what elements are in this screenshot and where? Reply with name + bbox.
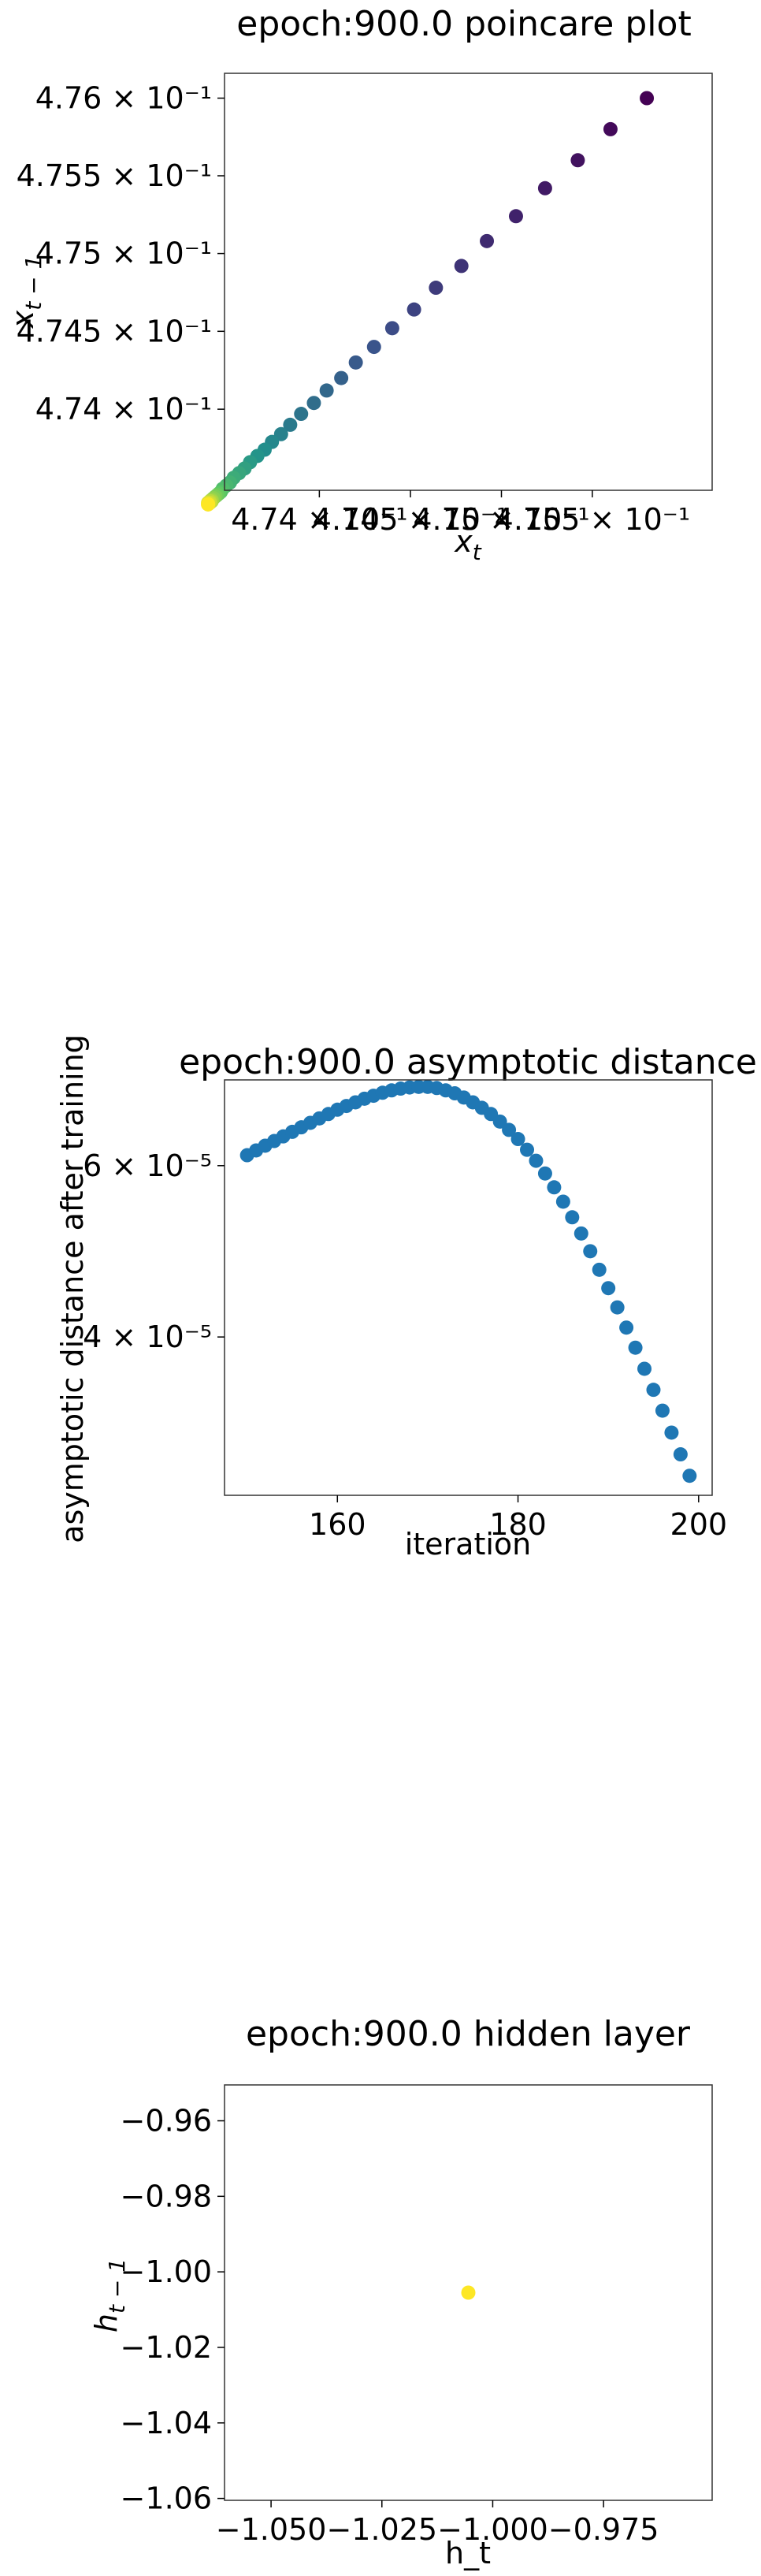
y-axis-label-sub: t − 1	[104, 2258, 130, 2314]
plot-frame	[224, 1079, 713, 1496]
y-tick-label: 4.755 × 10⁻¹	[17, 158, 212, 193]
data-point	[537, 181, 552, 195]
y-axis-label: asymptotic distance after training	[55, 1034, 90, 1543]
y-tick-label: −1.02	[121, 2330, 212, 2365]
y-tick-label: −1.04	[121, 2406, 212, 2440]
data-point	[547, 1180, 562, 1195]
x-tick-label: −1.050	[216, 2512, 327, 2547]
x-axis-label-main: x	[454, 524, 473, 559]
data-point	[502, 1122, 517, 1137]
data-point	[406, 302, 421, 317]
data-point	[492, 1114, 507, 1129]
data-point	[637, 1361, 652, 1376]
x-axis-label: h_t	[445, 2536, 491, 2570]
y-tick-label: 4.76 × 10⁻¹	[35, 80, 212, 115]
data-point	[520, 1142, 535, 1157]
data-point	[429, 281, 444, 296]
data-point	[601, 1281, 616, 1296]
x-tick-label: 160	[309, 1507, 366, 1542]
data-point	[537, 1166, 552, 1181]
x-tick-label: −1.025	[326, 2512, 437, 2547]
x-tick-label: 4.75 × 10⁻¹	[413, 502, 589, 537]
chart-2: epoch:900.0 asymptotic distance 160 180 200…	[55, 1034, 757, 1562]
y-tick-label: 4.745 × 10⁻¹	[17, 314, 212, 348]
data-point	[294, 407, 309, 422]
data-point	[461, 2285, 476, 2300]
data-point	[555, 1194, 570, 1209]
plot-frame	[224, 2084, 713, 2501]
x-tick-label: −1.000	[437, 2512, 548, 2547]
x-tick-label: 4.74 × 10⁻¹	[231, 502, 407, 537]
data-point	[640, 91, 655, 106]
data-point	[664, 1425, 679, 1440]
y-tick-label: −0.98	[121, 2179, 212, 2213]
y-tick-label: 4 × 10⁻⁵	[83, 1320, 212, 1354]
data-points	[201, 91, 655, 512]
data-points	[239, 1079, 697, 1483]
data-point	[201, 497, 216, 512]
y-axis-label-main: x	[6, 310, 40, 329]
plot-frame	[224, 73, 713, 491]
chart-title: epoch:900.0 poincare plot	[236, 4, 691, 44]
data-point	[583, 1244, 598, 1259]
x-axis-label: iteration	[405, 1527, 532, 1562]
y-axis-label: ht − 1	[89, 2258, 130, 2332]
chart-title: epoch:900.0 asymptotic distance	[179, 1042, 757, 1082]
data-point	[646, 1383, 661, 1398]
chart-3: epoch:900.0 hidden layer−1.050 −1.025 −1.0…	[89, 2014, 713, 2570]
data-point	[592, 1262, 607, 1277]
data-point	[334, 370, 349, 385]
data-point	[384, 321, 399, 336]
y-tick-label: 6 × 10⁻⁵	[83, 1148, 212, 1183]
x-axis-label: xt	[454, 524, 482, 565]
y-axis-label-main: h	[89, 2314, 124, 2332]
y-axis-label: xt − 1	[6, 255, 46, 329]
data-point	[510, 1132, 525, 1147]
data-point	[348, 355, 363, 370]
y-tick-label: 4.75 × 10⁻¹	[35, 236, 212, 271]
data-point	[574, 1226, 588, 1241]
data-point	[655, 1403, 670, 1418]
data-points	[461, 2285, 476, 2300]
data-point	[570, 153, 585, 168]
y-tick-label: −1.00	[121, 2254, 212, 2289]
data-point	[565, 1210, 580, 1225]
data-point	[610, 1300, 625, 1315]
data-point	[306, 396, 321, 411]
x-axis-label-sub: t	[473, 539, 482, 565]
data-point	[628, 1340, 643, 1355]
y-tick-label: −0.96	[121, 2104, 212, 2139]
data-point	[529, 1153, 544, 1168]
data-point	[508, 209, 523, 224]
data-point	[673, 1447, 688, 1462]
data-point	[619, 1320, 634, 1335]
data-point	[454, 259, 469, 274]
x-tick-label: 200	[670, 1507, 728, 1542]
data-point	[480, 233, 495, 248]
x-tick-label: −0.975	[548, 2512, 659, 2547]
y-tick-label: −1.06	[121, 2481, 212, 2516]
data-point	[366, 340, 381, 355]
data-point	[682, 1469, 697, 1483]
x-tick-label: 4.745 × 10⁻¹	[313, 502, 508, 537]
chart-title: epoch:900.0 hidden layer	[246, 2014, 691, 2054]
x-tick-label: 180	[489, 1507, 547, 1542]
y-tick-label: 4.74 × 10⁻¹	[35, 392, 212, 426]
y-axis-label-sub: t − 1	[20, 255, 46, 311]
data-point	[283, 417, 298, 432]
x-tick-label: 4.755 × 10⁻¹	[495, 502, 690, 537]
data-point	[319, 383, 334, 398]
data-point	[603, 121, 618, 136]
